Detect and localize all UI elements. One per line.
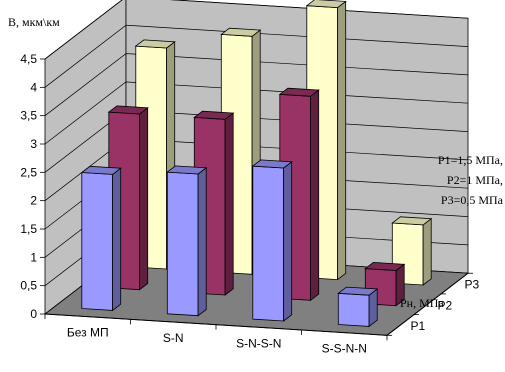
gridline xyxy=(44,24,469,88)
bar-p1-1 xyxy=(166,165,208,317)
gridline xyxy=(44,0,469,60)
y-tick-label: 0,5 xyxy=(20,279,37,293)
annotation-line-2: P2=1 МПа, xyxy=(447,173,503,187)
bar-side xyxy=(224,112,234,296)
bar-side xyxy=(310,89,320,302)
bar-top xyxy=(80,165,122,175)
series-label: P3 xyxy=(465,278,480,292)
bar-top xyxy=(391,216,433,226)
y-tick-label: 3,5 xyxy=(20,109,37,123)
series-label: P1 xyxy=(411,319,426,333)
y-tick-label: 4,5 xyxy=(20,52,37,66)
y-tick-label: 3 xyxy=(30,137,37,151)
y-axis-label: B, мкм\км xyxy=(8,15,60,29)
bar-top xyxy=(305,0,347,9)
bar-top xyxy=(278,87,320,97)
bar-top xyxy=(134,39,176,49)
bar-top xyxy=(364,261,406,271)
bar-p1-3 xyxy=(337,286,379,328)
bar-side xyxy=(112,167,122,312)
bar-front xyxy=(81,172,113,311)
bar-front xyxy=(252,165,285,322)
gridline xyxy=(44,53,469,116)
series-label: P2 xyxy=(438,298,453,312)
bar-top xyxy=(337,286,379,296)
category-label: S-S-N-N xyxy=(322,342,367,356)
bar-p3-3 xyxy=(391,216,433,286)
y-tick-label: 1 xyxy=(30,250,37,264)
bar-top xyxy=(251,159,293,169)
bar-side xyxy=(337,0,347,281)
bar-front xyxy=(166,171,199,317)
y-tick-label: 4 xyxy=(30,80,37,94)
gridline xyxy=(44,81,469,145)
bar-p2-3 xyxy=(364,261,406,307)
depth-axis-labels: P1 P2 P3 xyxy=(386,272,480,336)
bar-p1-2 xyxy=(251,159,293,322)
bar-top xyxy=(107,105,149,115)
y-tick-label: 2 xyxy=(30,194,37,208)
y-tick-label: 0 xyxy=(30,307,37,321)
bar-side xyxy=(422,217,432,286)
category-label: S-N xyxy=(163,331,184,345)
y-tick-label: 2,5 xyxy=(20,165,37,179)
bar-top xyxy=(220,27,262,37)
bar-front xyxy=(337,292,370,327)
bars xyxy=(80,0,433,328)
y-axis-ticks: 0 0,5 1 1,5 2 2,5 3 3,5 4 4,5 xyxy=(20,52,45,321)
bar-side xyxy=(139,106,149,291)
depth-axis-label: Pн, МПа xyxy=(400,296,444,310)
bar-side xyxy=(197,166,207,317)
bar-top xyxy=(193,110,235,120)
bar-side xyxy=(283,160,293,322)
category-label: Без МП xyxy=(67,326,109,340)
y-tick-label: 1,5 xyxy=(20,222,37,236)
bar-p1-0 xyxy=(80,165,122,312)
category-label: S-N-S-N xyxy=(236,336,281,350)
x-axis-labels: Без МП S-N S-N-S-N S-S-N-N xyxy=(44,313,388,356)
depth-axis-line xyxy=(386,272,469,336)
annotation-line-1: P1=1,5 МПа, xyxy=(438,153,503,167)
bar-top xyxy=(166,165,208,175)
annotation-line-3: P3=0,5 МПа xyxy=(441,193,504,207)
